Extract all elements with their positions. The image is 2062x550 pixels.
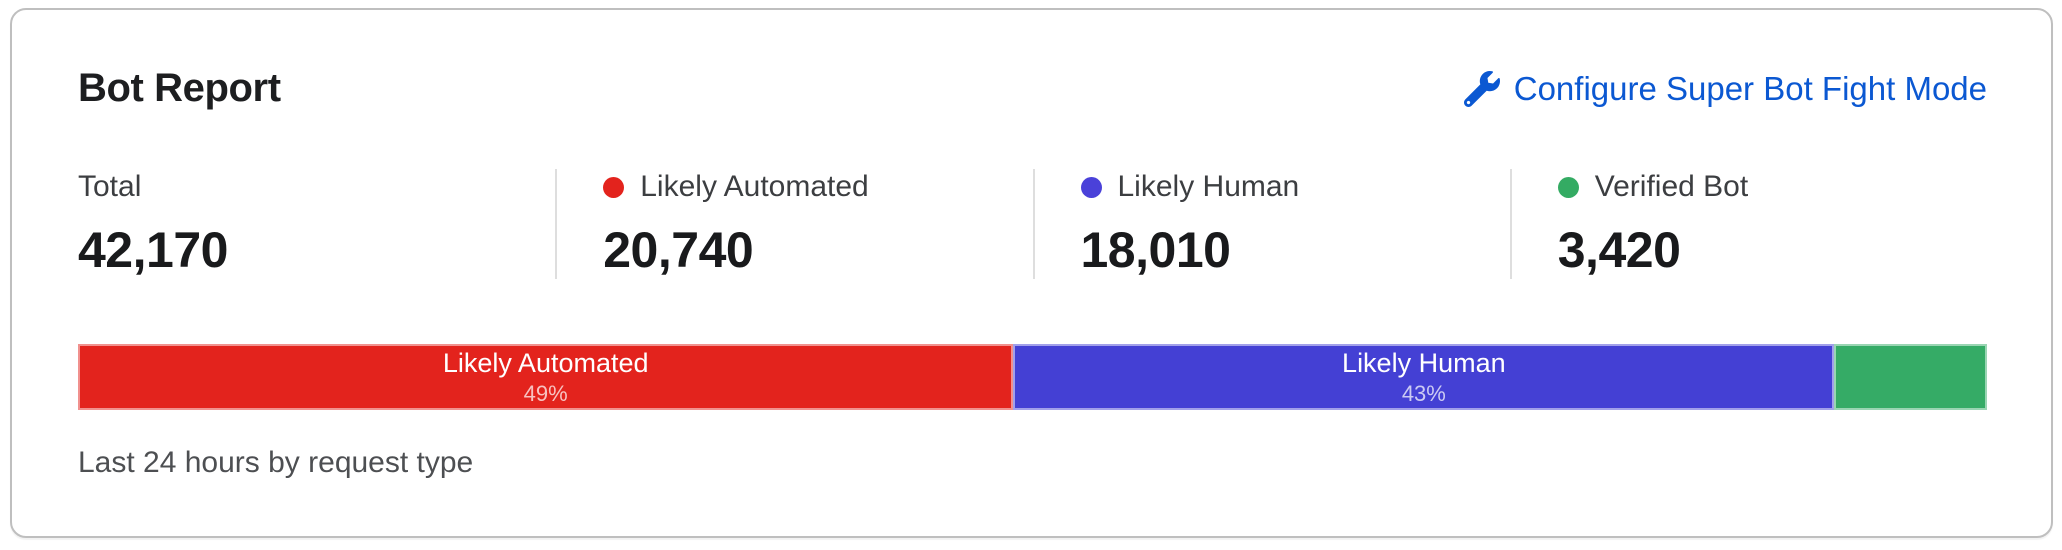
card-header: Bot Report Configure Super Bot Fight Mod…: [78, 66, 1987, 111]
configure-super-bot-fight-mode-link[interactable]: Configure Super Bot Fight Mode: [1463, 69, 1987, 108]
wrench-icon: [1463, 70, 1500, 107]
stat-likely-automated: Likely Automated 20,740: [555, 169, 1032, 279]
stacked-bar: Likely Automated 49% Likely Human 43%: [78, 344, 1987, 410]
chart-caption: Last 24 hours by request type: [78, 446, 474, 479]
stats-row: Total 42,170 Likely Automated 20,740 Lik…: [78, 169, 1987, 279]
page-title: Bot Report: [78, 66, 281, 110]
stat-likely-human: Likely Human 18,010: [1032, 169, 1510, 279]
stat-verified-bot-value: 3,420: [1557, 222, 1681, 278]
stat-likely-human-value: 18,010: [1080, 222, 1231, 278]
bar-segment-likely-human: Likely Human 43%: [1013, 344, 1835, 410]
likely-human-dot-icon: [1080, 176, 1102, 198]
stat-verified-bot-label: Verified Bot: [1594, 170, 1749, 203]
bar-segment-label: Likely Human: [1342, 348, 1506, 378]
stat-verified-bot: Verified Bot 3,420: [1509, 169, 1987, 279]
likely-automated-dot-icon: [603, 176, 625, 198]
stat-likely-human-label: Likely Human: [1117, 170, 1300, 203]
stat-total-value: 42,170: [78, 222, 228, 278]
stat-likely-automated-value: 20,740: [603, 222, 754, 278]
bar-segment-label: Likely Automated: [442, 348, 649, 378]
stat-likely-automated-label: Likely Automated: [640, 170, 869, 203]
verified-bot-dot-icon: [1557, 176, 1579, 198]
bar-segment-verified-bot: [1834, 344, 1987, 410]
stat-total-label: Total: [78, 170, 142, 203]
bar-segment-percent: 49%: [523, 381, 568, 406]
bar-segment-percent: 43%: [1401, 381, 1446, 406]
bot-report-card: Bot Report Configure Super Bot Fight Mod…: [10, 8, 2053, 538]
configure-link-label: Configure Super Bot Fight Mode: [1513, 69, 1987, 107]
stat-total: Total 42,170: [78, 169, 555, 279]
bar-segment-likely-automated: Likely Automated 49%: [78, 344, 1014, 410]
